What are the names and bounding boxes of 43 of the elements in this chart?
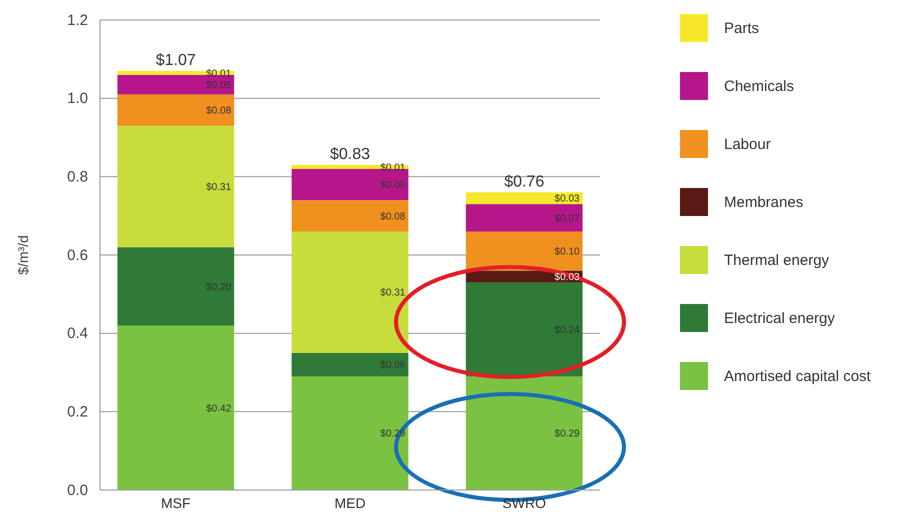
x-tick-label: MED [334,494,366,511]
bar [117,94,234,126]
data-label: $0.06 [380,360,406,372]
legend-label: Amortised capital cost [724,368,872,385]
y-tick-label: 0.6 [67,246,88,264]
bar [466,204,583,232]
legend-label: Labour [724,136,771,153]
bar [117,247,234,326]
y-tick-label: 0.2 [67,403,88,420]
legend-label: Membranes [724,194,804,211]
y-tick-label: 0.8 [67,168,88,186]
y-tick-label: 0.0 [67,482,88,499]
data-label: $0.29 [554,428,580,440]
bar [117,326,234,490]
total-label: $0.83 [330,146,370,163]
y-axis-title: $/m³/d [15,235,31,275]
data-label: $0.08 [380,180,406,191]
bar [466,192,583,204]
total-label: $0.76 [504,173,544,190]
legend-label: Thermal energy [724,252,830,269]
data-label: $0.31 [380,288,406,299]
y-tick-label: 1.2 [67,12,88,29]
legend-label: Chemicals [724,78,794,95]
bar [466,232,583,271]
data-label: $0.31 [206,182,232,193]
data-label: $0.42 [206,403,232,414]
bar [292,200,408,232]
data-label: $0.05 [206,80,232,92]
y-tick-label: 1.0 [67,90,88,108]
x-tick-label: MSF [161,494,191,511]
legend-label: Parts [724,20,760,37]
data-label: $0.08 [206,106,232,117]
data-label: $0.10 [554,246,580,258]
data-label: $0.20 [206,282,232,293]
data-label: $0.07 [554,213,580,224]
total-label: $1.07 [156,52,196,69]
bar [292,352,408,376]
bar [117,126,234,248]
data-label: $0.24 [554,324,580,336]
data-label: $0.08 [380,211,406,222]
y-tick-label: 0.4 [67,325,88,342]
legend-label: Electrical energy [724,310,836,327]
data-label: $0.03 [554,194,580,205]
